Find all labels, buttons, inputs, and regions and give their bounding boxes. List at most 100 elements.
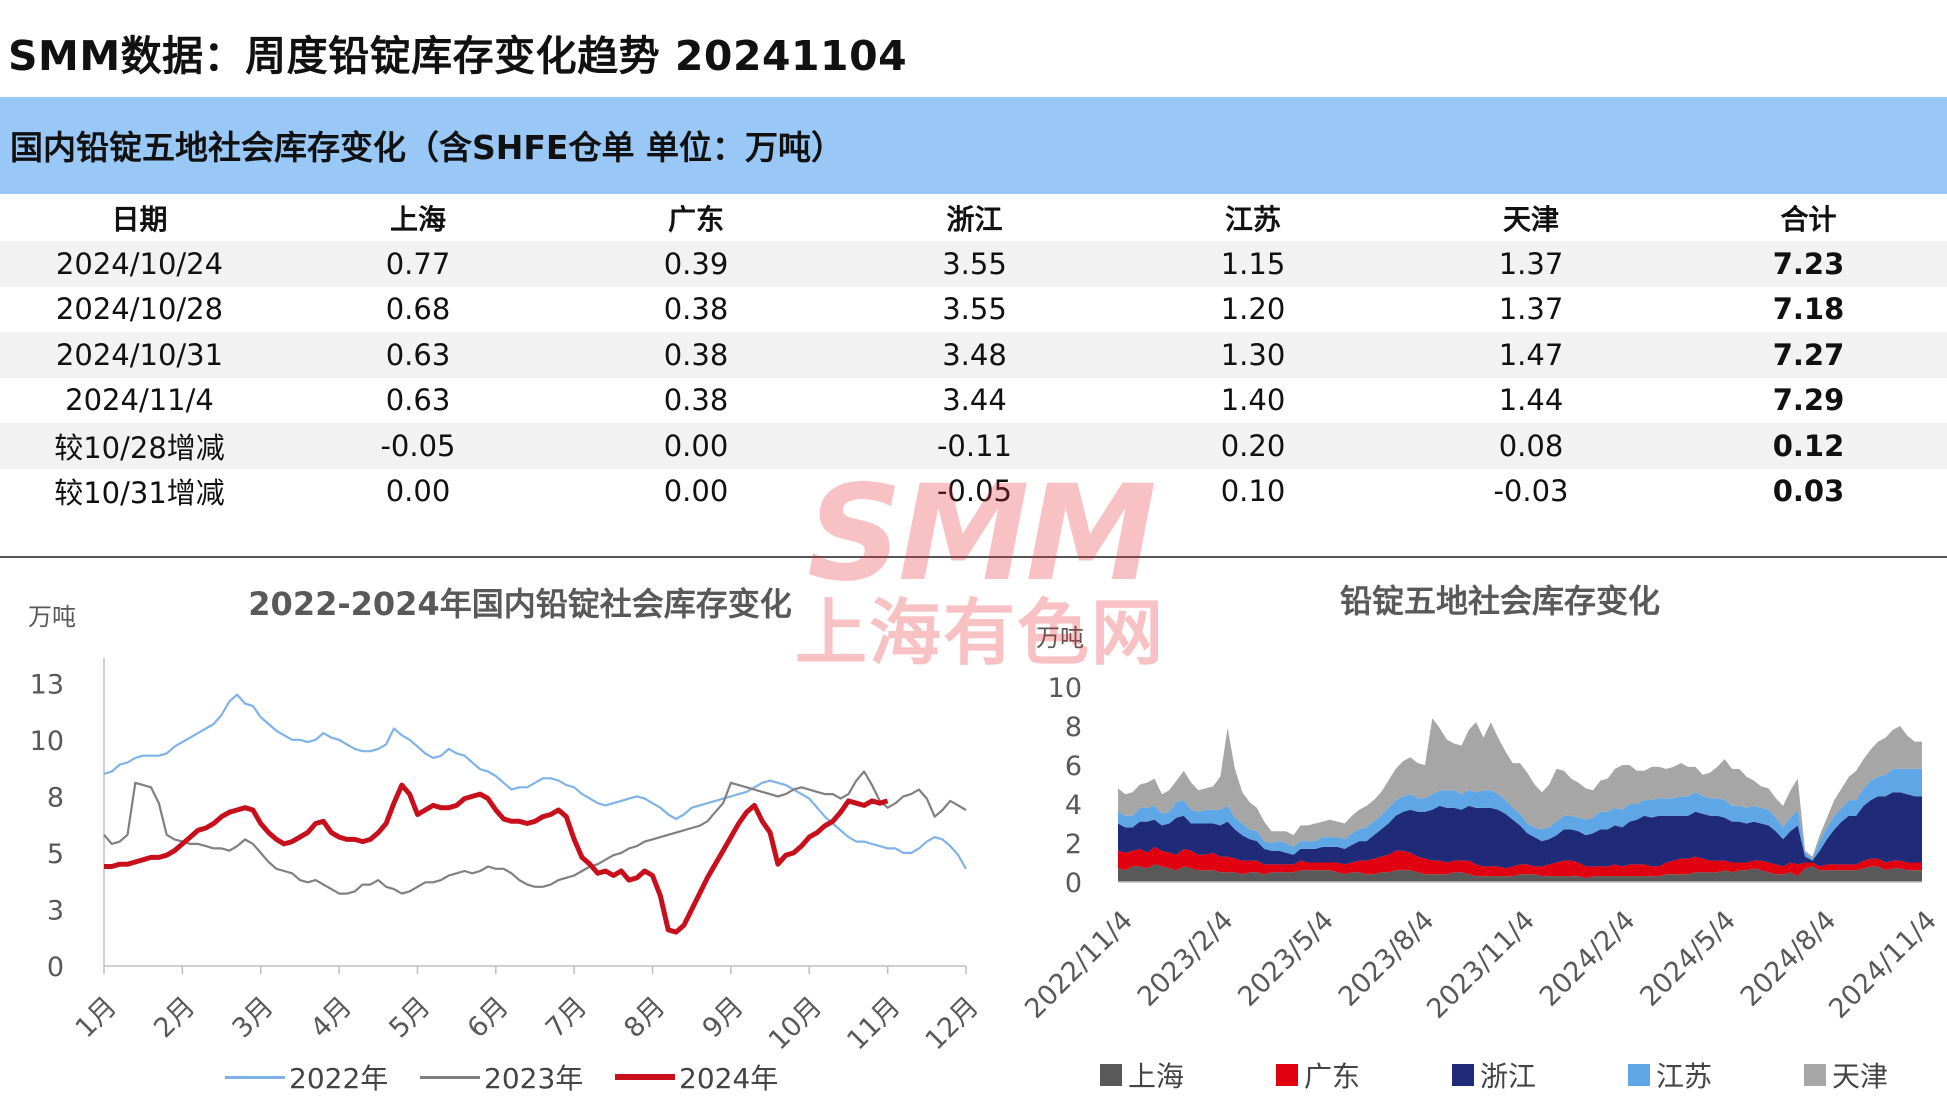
table-cell: 0.68 (385, 292, 451, 327)
page-title: SMM数据：周度铅锭库存变化趋势 20241104 (8, 32, 908, 80)
x-tick-label: 5月 (383, 991, 436, 1044)
table-cell: 0.20 (1114, 423, 1392, 469)
table-cell: 0.00 (663, 474, 729, 509)
y-tick-label: 2 (1065, 829, 1082, 860)
x-tick-label: 3月 (227, 991, 280, 1044)
legend-swatch (420, 1075, 480, 1079)
legend-label: 浙江 (1480, 1060, 1537, 1093)
table-cell: 1.20 (1220, 292, 1286, 327)
legend-item-zhejiang: 浙江 (1452, 1055, 1536, 1095)
x-tick-label: 2023/8/4 (1333, 905, 1441, 1013)
legend-swatch (1804, 1064, 1826, 1086)
legend-label: 2023年 (484, 1062, 584, 1095)
table-cell: 0.38 (557, 332, 835, 378)
legend-item-2023: 2023年 (420, 1057, 583, 1097)
table-cell: 0.00 (385, 474, 451, 509)
inventory-table: 日期 上海 广东 浙江 江苏 天津 合计 2024/10/24 0.77 0.39 3… (0, 194, 1947, 514)
table-row: 2024/10/24 0.77 0.39 3.55 1.15 1.37 7.23 (0, 241, 1947, 287)
table-cell: -0.03 (1493, 474, 1569, 509)
column-header: 天津 (1502, 202, 1559, 236)
y-tick-label: 13 (30, 669, 64, 700)
y-tick-label: 4 (1065, 790, 1082, 821)
table-cell: 0.39 (557, 241, 835, 287)
x-tick-label: 4月 (305, 991, 358, 1044)
legend-item-jiangsu: 江苏 (1628, 1055, 1712, 1095)
table-cell-total: 0.12 (1670, 423, 1947, 469)
column-header: 广东 (667, 202, 724, 236)
x-tick-label: 2024/5/4 (1634, 905, 1742, 1013)
y-tick-label: 8 (1065, 712, 1082, 743)
table-cell: 2024/11/4 (65, 383, 214, 418)
table-cell: 1.40 (1220, 383, 1286, 418)
area-chart-legend: 上海 广东 浙江 江苏 天津 (1100, 1055, 1900, 1093)
legend-label: 江苏 (1656, 1060, 1713, 1093)
x-tick-label: 2023/5/4 (1232, 905, 1340, 1013)
legend-item-2022: 2022年 (225, 1057, 388, 1097)
x-tick-label: 9月 (697, 991, 750, 1044)
y-tick-label: 10 (1048, 673, 1082, 704)
y-tick-label: 5 (47, 839, 64, 870)
column-header: 上海 (389, 202, 446, 236)
area-band-guangdong (1118, 846, 1922, 879)
table-cell: 0.08 (1392, 423, 1670, 469)
table-cell: 0.00 (557, 423, 835, 469)
table-cell-total: 7.23 (1670, 241, 1947, 287)
x-tick-label: 2024/2/4 (1534, 905, 1642, 1013)
x-tick-label: 1月 (70, 991, 123, 1044)
legend-label: 2022年 (289, 1062, 389, 1095)
table-row: 2024/10/28 0.68 0.38 3.55 1.20 1.37 7.18 (0, 287, 1947, 333)
legend-item-tianjin: 天津 (1804, 1055, 1888, 1095)
table-cell-total: 7.18 (1772, 292, 1845, 327)
column-header: 江苏 (1224, 202, 1281, 236)
y-tick-label: 8 (47, 782, 64, 813)
table-cell: 2024/10/28 (55, 292, 224, 327)
table-cell: 1.15 (1114, 241, 1392, 287)
table-header-row: 日期 上海 广东 浙江 江苏 天津 合计 (0, 194, 1947, 241)
table-cell: 2024/10/24 (0, 241, 279, 287)
x-tick-label: 7月 (540, 991, 593, 1044)
column-header: 浙江 (946, 202, 1003, 236)
area-chart: 铅锭五地社会库存变化 万吨 02468102022/11/42023/2/420… (1019, 582, 1943, 1025)
legend-swatch (1100, 1064, 1122, 1086)
area-band-zhejiang (1118, 792, 1922, 869)
table-cell: 0.63 (385, 383, 451, 418)
table-cell: 较10/28增减 (0, 423, 279, 469)
y-tick-label: 0 (1065, 868, 1082, 899)
x-tick-label: 2023/2/4 (1132, 905, 1240, 1013)
table-cell: -0.05 (936, 474, 1013, 509)
legend-swatch (225, 1075, 285, 1079)
table-caption: 国内铅锭五地社会库存变化（含SHFE仓单 单位：万吨） (10, 128, 844, 167)
legend-swatch (1628, 1064, 1650, 1086)
legend-label: 天津 (1832, 1060, 1889, 1093)
y-tick-label: 10 (30, 726, 64, 757)
series-line-y2023 (103, 770, 967, 895)
chart-title: 2022-2024年国内铅锭社会库存变化 (248, 585, 791, 623)
table-cell: 3.55 (942, 292, 1007, 327)
legend-swatch (1276, 1064, 1298, 1086)
table-cell-total: 0.03 (1772, 474, 1845, 509)
y-tick-label: 0 (47, 952, 64, 983)
table-cell: 1.37 (1498, 292, 1564, 327)
y-tick-label: 6 (1065, 751, 1082, 782)
table-caption-band: 国内铅锭五地社会库存变化（含SHFE仓单 单位：万吨） (0, 97, 1947, 194)
column-header: 合计 (1780, 202, 1837, 236)
legend-swatch (615, 1074, 675, 1080)
table-cell: 0.38 (663, 292, 729, 327)
y-axis-unit: 万吨 (28, 603, 76, 631)
legend-label: 2024年 (679, 1062, 779, 1095)
legend-item-2024: 2024年 (615, 1057, 778, 1097)
legend-label: 上海 (1128, 1060, 1185, 1093)
table-cell: 1.47 (1392, 332, 1670, 378)
table-cell: 1.30 (1114, 332, 1392, 378)
x-tick-label: 8月 (618, 991, 671, 1044)
table-cell: 2024/10/31 (0, 332, 279, 378)
table-cell: 1.44 (1498, 383, 1564, 418)
table-row: 2024/11/4 0.63 0.38 3.44 1.40 1.44 7.29 (0, 378, 1947, 424)
x-tick-label: 2023/11/4 (1421, 905, 1541, 1025)
legend-item-guangdong: 广东 (1276, 1055, 1360, 1095)
chart-title: 铅锭五地社会库存变化 (1340, 582, 1660, 620)
x-tick-label: 11月 (841, 991, 906, 1056)
table-cell: 0.38 (663, 383, 729, 418)
table-cell-total: 7.29 (1772, 383, 1845, 418)
line-chart-legend: 2022年 2023年 2024年 (225, 1057, 925, 1095)
